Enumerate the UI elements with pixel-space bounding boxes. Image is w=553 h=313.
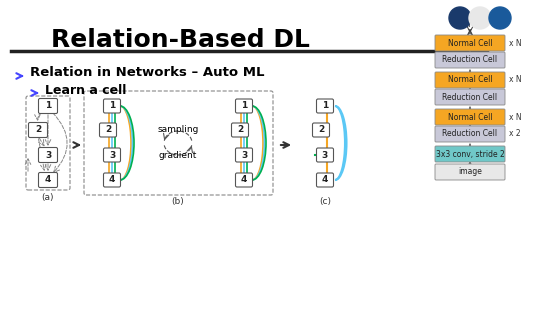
FancyBboxPatch shape xyxy=(103,148,121,162)
Text: 3: 3 xyxy=(109,151,115,160)
Circle shape xyxy=(489,7,511,29)
Text: Relation-Based DL: Relation-Based DL xyxy=(50,28,310,52)
FancyBboxPatch shape xyxy=(435,35,505,51)
FancyBboxPatch shape xyxy=(435,164,505,180)
Text: 1: 1 xyxy=(45,101,51,110)
Text: Relation in Networks – Auto ML: Relation in Networks – Auto ML xyxy=(30,66,264,80)
Circle shape xyxy=(469,7,491,29)
FancyBboxPatch shape xyxy=(39,147,58,162)
Text: Normal Cell: Normal Cell xyxy=(448,75,492,85)
Text: 3: 3 xyxy=(322,151,328,160)
Text: (c): (c) xyxy=(319,197,331,206)
FancyBboxPatch shape xyxy=(316,99,333,113)
Text: 3x3 conv, stride 2: 3x3 conv, stride 2 xyxy=(436,150,504,158)
FancyBboxPatch shape xyxy=(39,99,58,114)
FancyBboxPatch shape xyxy=(435,126,505,142)
FancyBboxPatch shape xyxy=(103,99,121,113)
Text: 2: 2 xyxy=(237,126,243,135)
Text: gradient: gradient xyxy=(159,151,197,160)
Text: (a): (a) xyxy=(41,193,54,202)
FancyBboxPatch shape xyxy=(100,123,117,137)
Text: Softmax: Softmax xyxy=(452,20,487,29)
Text: x N: x N xyxy=(509,75,521,85)
FancyBboxPatch shape xyxy=(316,148,333,162)
Text: Learn a cell: Learn a cell xyxy=(45,84,127,96)
Text: 2: 2 xyxy=(318,126,324,135)
FancyBboxPatch shape xyxy=(103,173,121,187)
Circle shape xyxy=(449,7,471,29)
Text: (b): (b) xyxy=(171,197,184,206)
Text: x 2: x 2 xyxy=(509,130,520,138)
Text: Reduction Cell: Reduction Cell xyxy=(442,130,498,138)
Text: x N: x N xyxy=(509,38,521,48)
Text: 4: 4 xyxy=(109,176,115,184)
Text: 3: 3 xyxy=(45,151,51,160)
Text: Normal Cell: Normal Cell xyxy=(448,38,492,48)
Text: 4: 4 xyxy=(241,176,247,184)
Text: sampling: sampling xyxy=(157,126,199,135)
FancyBboxPatch shape xyxy=(435,146,505,162)
FancyBboxPatch shape xyxy=(316,173,333,187)
FancyBboxPatch shape xyxy=(29,122,48,137)
FancyBboxPatch shape xyxy=(236,173,253,187)
FancyBboxPatch shape xyxy=(435,52,505,68)
Text: Reduction Cell: Reduction Cell xyxy=(442,93,498,101)
Text: Normal Cell: Normal Cell xyxy=(448,112,492,121)
Text: 2: 2 xyxy=(105,126,111,135)
FancyBboxPatch shape xyxy=(236,148,253,162)
Text: image: image xyxy=(458,167,482,177)
Text: 3: 3 xyxy=(241,151,247,160)
FancyBboxPatch shape xyxy=(435,109,505,125)
Text: 4: 4 xyxy=(322,176,328,184)
FancyBboxPatch shape xyxy=(435,89,505,105)
FancyBboxPatch shape xyxy=(312,123,330,137)
FancyBboxPatch shape xyxy=(39,172,58,187)
Text: 1: 1 xyxy=(241,101,247,110)
FancyBboxPatch shape xyxy=(232,123,248,137)
Text: Reduction Cell: Reduction Cell xyxy=(442,55,498,64)
Text: x N: x N xyxy=(509,112,521,121)
Text: 1: 1 xyxy=(322,101,328,110)
FancyBboxPatch shape xyxy=(236,99,253,113)
Text: 2: 2 xyxy=(35,126,41,135)
Text: 1: 1 xyxy=(109,101,115,110)
Text: 4: 4 xyxy=(45,176,51,184)
FancyBboxPatch shape xyxy=(435,72,505,88)
